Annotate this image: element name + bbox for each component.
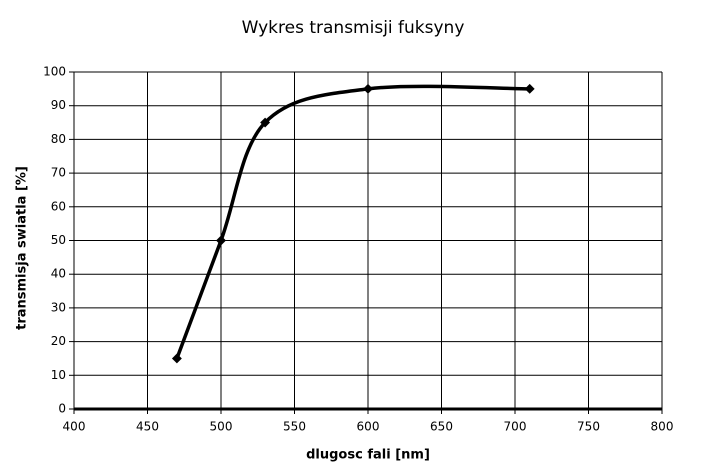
chart-title: Wykres transmisji fuksyny (242, 18, 465, 38)
x-tick-label: 600 (357, 420, 380, 434)
y-tick-label: 30 (51, 300, 66, 314)
x-tick-label: 550 (283, 420, 306, 434)
point-marker (171, 353, 182, 364)
y-tick-label: 50 (51, 233, 66, 247)
y-tick-label: 90 (51, 98, 66, 112)
series-line (175, 84, 530, 360)
y-tick-label: 80 (51, 132, 66, 146)
y-tick-label: 60 (51, 199, 66, 213)
point-marker (363, 83, 373, 94)
x-axis-title: dlugosc fali [nm] (306, 448, 430, 463)
y-tick-label: 10 (51, 368, 66, 382)
y-axis-title: transmisja swiatla [%] (15, 166, 30, 330)
point-marker (524, 83, 535, 94)
x-tick-label: 450 (136, 420, 159, 434)
y-tick-label: 0 (58, 402, 66, 416)
y-tick-label: 70 (51, 166, 66, 180)
x-tick-label: 700 (504, 420, 527, 434)
x-tick-label: 500 (210, 420, 233, 434)
y-tick-label: 100 (43, 65, 66, 79)
x-tick-label: 750 (577, 420, 600, 434)
y-tick-label: 40 (51, 267, 66, 281)
x-tick-label: 400 (63, 420, 86, 434)
x-tick-label: 800 (651, 420, 674, 434)
x-tick-label: 650 (430, 420, 453, 434)
point-marker (216, 235, 226, 246)
y-tick-label: 20 (51, 334, 66, 348)
